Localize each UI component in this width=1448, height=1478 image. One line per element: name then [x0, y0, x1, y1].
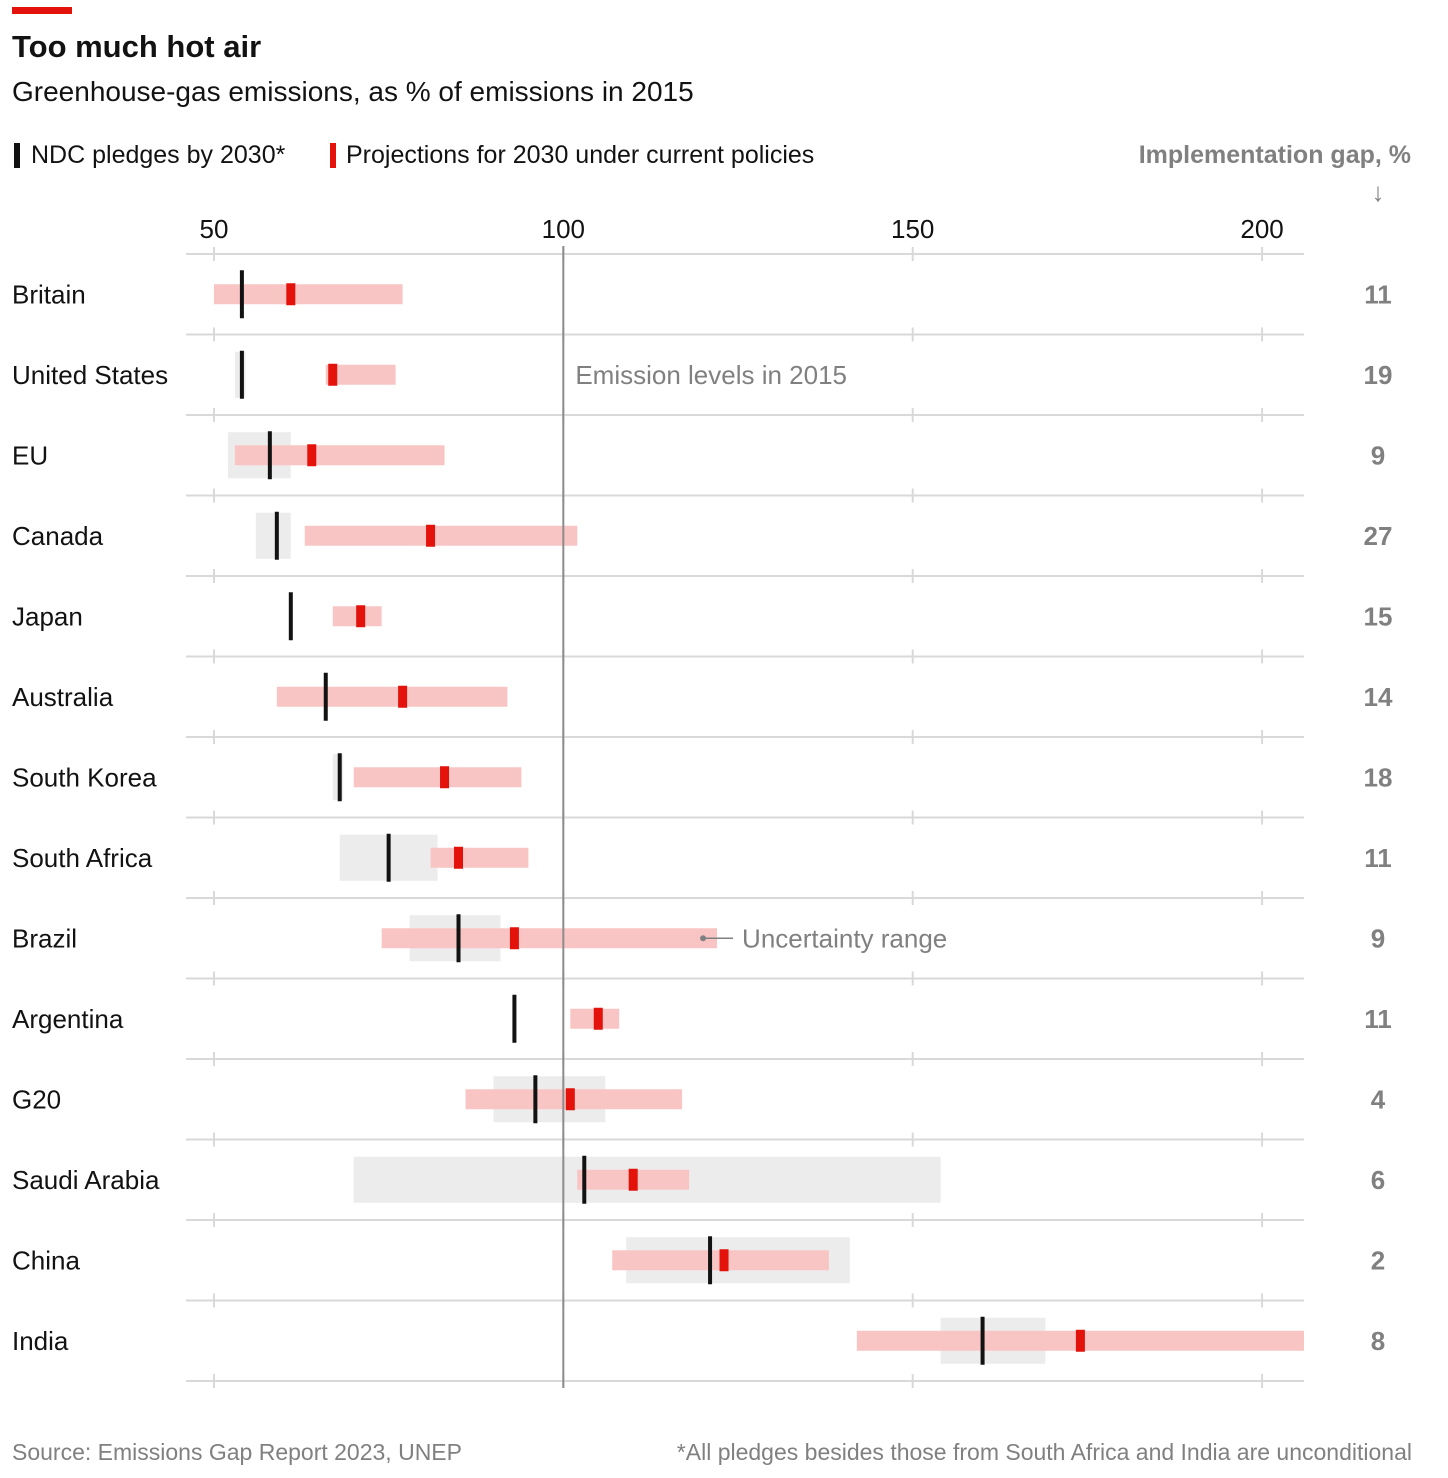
projection-marker-india — [1075, 1329, 1085, 1352]
legend-item-pledges: NDC pledges by 2030* — [14, 140, 285, 170]
row-label-brazil: Brazil — [12, 923, 77, 953]
pledge-marker-china — [708, 1236, 713, 1285]
footnote: *All pledges besides those from South Af… — [676, 1439, 1412, 1465]
pledge-marker-g20 — [533, 1075, 538, 1124]
uncertainty-range-annotation: Uncertainty range — [742, 923, 947, 953]
projection-marker-united-states — [328, 363, 338, 386]
pledge-marker-saudi-arabia — [582, 1155, 587, 1204]
row-label-united-states: United States — [12, 360, 168, 390]
projection-marker-eu — [307, 444, 317, 467]
pledge-marker-eu — [267, 431, 272, 480]
pledge-marker-south-korea — [337, 753, 342, 802]
chart-subtitle: Greenhouse-gas emissions, as % of emissi… — [12, 76, 694, 107]
projection-marker-brazil — [509, 927, 519, 950]
row-label-south-korea: South Korea — [12, 762, 157, 792]
projection-marker-japan — [356, 605, 366, 628]
projection-marker-britain — [286, 283, 296, 306]
projection-marker-g20 — [565, 1088, 575, 1111]
chart-title: Too much hot air — [12, 29, 262, 64]
gap-value-japan: 15 — [1364, 601, 1393, 631]
projection-marker-australia — [398, 685, 408, 708]
legend-label-pledges: NDC pledges by 2030* — [31, 141, 286, 169]
row-labels: Britain United States EU Canada Japan Austral… — [12, 279, 168, 1356]
gap-value-south-korea: 18 — [1364, 762, 1393, 792]
gap-value-united-states: 19 — [1364, 360, 1393, 390]
projection-marker-canada — [426, 524, 436, 547]
row-label-eu: EU — [12, 440, 48, 470]
row-label-south-africa: South Africa — [12, 843, 153, 873]
legend-swatch-pledges — [14, 142, 20, 168]
row-label-australia: Australia — [12, 682, 114, 712]
gap-value-brazil: 9 — [1371, 923, 1385, 953]
row-label-saudi-arabia: Saudi Arabia — [12, 1165, 160, 1195]
x-axis: 50 100 150 200 — [199, 214, 1283, 244]
pledge-marker-australia — [323, 672, 328, 721]
pledge-marker-argentina — [512, 994, 517, 1043]
projection-marker-south-korea — [440, 766, 450, 789]
row-label-britain: Britain — [12, 279, 86, 309]
projection-range-band-canada — [304, 525, 578, 546]
legend-swatch-projections — [330, 142, 336, 168]
down-arrow-icon: ↓ — [1371, 177, 1385, 207]
pledge-marker-south-africa — [386, 833, 391, 882]
row-label-argentina: Argentina — [12, 1004, 124, 1034]
x-tick-label-50: 50 — [199, 214, 228, 244]
gap-value-eu: 9 — [1371, 440, 1385, 470]
pledge-marker-canada — [274, 511, 279, 560]
x-tick-label-150: 150 — [891, 214, 934, 244]
implementation-gap-header: Implementation gap, % — [1138, 141, 1411, 169]
pledge-marker-japan — [288, 592, 293, 641]
x-tick-label-100: 100 — [542, 214, 585, 244]
gap-value-saudi-arabia: 6 — [1371, 1165, 1385, 1195]
brand-bar — [12, 7, 72, 14]
projection-range-band-australia — [276, 686, 508, 707]
row-label-china: China — [12, 1245, 80, 1275]
row-label-india: India — [12, 1326, 69, 1356]
row-separators — [186, 247, 1304, 1388]
projection-marker-china — [719, 1249, 729, 1272]
row-label-g20: G20 — [12, 1084, 61, 1114]
projection-range-band-britain — [213, 284, 403, 305]
annotations: Emission levels in 2015 Uncertainty range — [575, 360, 947, 954]
gap-value-britain: 11 — [1364, 279, 1392, 309]
gap-value-india: 8 — [1371, 1326, 1385, 1356]
gap-value-g20: 4 — [1371, 1084, 1386, 1114]
row-label-japan: Japan — [12, 601, 83, 631]
legend-label-projections: Projections for 2030 under current polic… — [346, 141, 815, 169]
annotation-dot — [700, 935, 707, 942]
projection-range-band-south-africa — [430, 847, 529, 868]
legend-item-projections: Projections for 2030 under current polic… — [330, 140, 814, 170]
markers — [239, 270, 1085, 1365]
pledge-marker-india — [980, 1316, 985, 1365]
gap-value-china: 2 — [1371, 1245, 1385, 1275]
pledge-range-band-canada — [255, 512, 291, 559]
implementation-gap-values: 11 19 9 27 15 14 18 11 9 11 4 6 2 8 — [1364, 279, 1393, 1356]
gap-value-australia: 14 — [1364, 682, 1393, 712]
projection-range-band-south-korea — [353, 767, 522, 788]
pledge-marker-united-states — [239, 350, 244, 399]
pledge-marker-britain — [239, 270, 244, 319]
gap-value-south-africa: 11 — [1364, 843, 1392, 873]
pledge-marker-brazil — [456, 914, 461, 963]
projection-range-band-eu — [234, 445, 445, 466]
x-tick-label-200: 200 — [1240, 214, 1283, 244]
projection-marker-south-africa — [454, 846, 464, 869]
range-bands — [213, 284, 1304, 1364]
row-label-canada: Canada — [12, 521, 104, 551]
projection-range-band-united-states — [325, 364, 396, 385]
reference-line-label: Emission levels in 2015 — [575, 360, 847, 390]
gap-value-argentina: 11 — [1364, 1004, 1392, 1034]
projection-marker-argentina — [593, 1007, 603, 1030]
projection-range-band-brazil — [381, 928, 718, 949]
projection-marker-saudi-arabia — [628, 1168, 638, 1191]
gap-value-canada: 27 — [1364, 521, 1393, 551]
source-note: Source: Emissions Gap Report 2023, UNEP — [12, 1439, 462, 1465]
